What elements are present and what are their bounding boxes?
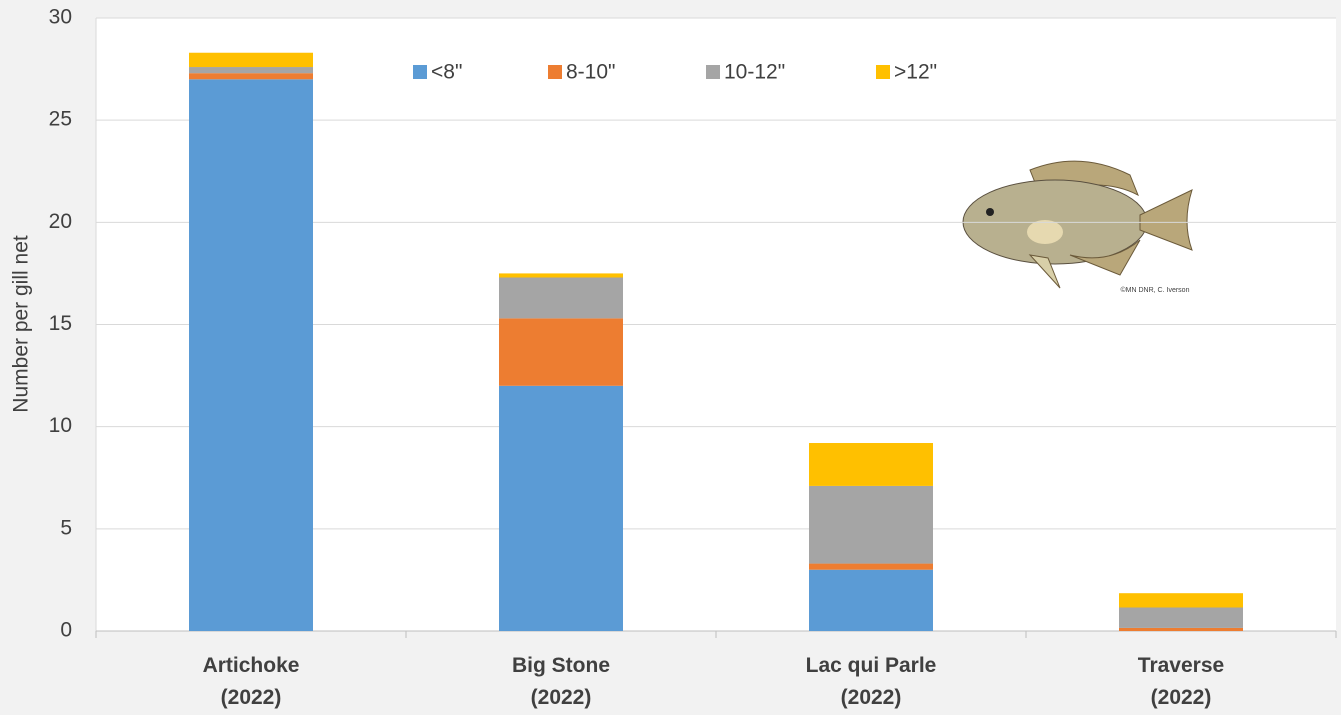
legend-swatch <box>548 65 562 79</box>
y-tick-label: 25 <box>49 108 72 131</box>
bar-segment <box>809 486 933 564</box>
bar-segment <box>1119 608 1243 628</box>
legend-swatch <box>706 65 720 79</box>
y-tick-label: 10 <box>49 414 72 437</box>
bar-segment <box>809 564 933 570</box>
legend-label: 8-10" <box>566 61 616 84</box>
bar-segment <box>1119 593 1243 607</box>
x-tick-label: Big Stone(2022) <box>512 654 610 709</box>
bar-segment <box>189 53 313 67</box>
bar-segment <box>809 443 933 486</box>
bar-segment <box>499 386 623 631</box>
x-tick-label: Lac qui Parle(2022) <box>806 654 937 709</box>
bar-segment <box>189 73 313 79</box>
legend-label: >12" <box>894 61 937 84</box>
bar-segment <box>499 273 623 277</box>
legend-label: <8" <box>431 61 462 84</box>
legend-swatch <box>413 65 427 79</box>
x-tick-label: Traverse(2022) <box>1138 654 1224 709</box>
legend-swatch <box>876 65 890 79</box>
bar-segment <box>809 570 933 631</box>
chart: Number per gill net ©MN DNR, C. Iverson … <box>0 0 1341 715</box>
bar-segment <box>189 67 313 73</box>
bar-segment <box>1119 628 1243 631</box>
y-axis-label: Number per gill net <box>10 235 33 413</box>
page: Number per gill net ©MN DNR, C. Iverson … <box>0 0 1341 715</box>
bar-segment <box>499 278 623 319</box>
fish-illustration: ©MN DNR, C. Iverson <box>930 150 1220 300</box>
image-credit: ©MN DNR, C. Iverson <box>1121 286 1190 294</box>
legend-label: 10-12" <box>724 61 785 84</box>
y-tick-label: 15 <box>49 312 72 335</box>
y-tick-label: 30 <box>49 6 72 29</box>
bar-segment <box>189 79 313 631</box>
x-tick-label: Artichoke(2022) <box>203 654 300 709</box>
y-tick-label: 0 <box>60 619 72 642</box>
y-tick-label: 5 <box>60 516 72 539</box>
y-tick-label: 20 <box>49 210 72 233</box>
bar-segment <box>499 318 623 385</box>
